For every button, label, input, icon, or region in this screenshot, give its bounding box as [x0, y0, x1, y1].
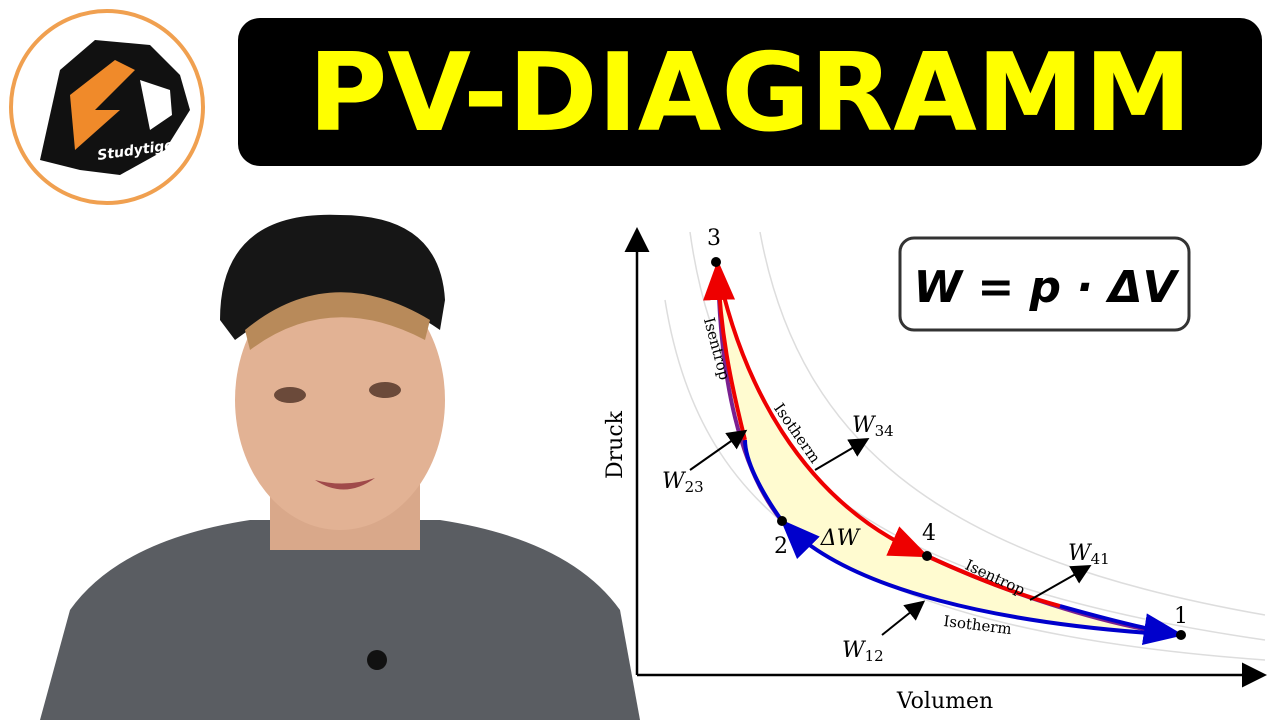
work-main: W	[1068, 541, 1093, 566]
area-label: ΔW	[820, 526, 862, 551]
work-label: W41	[1068, 541, 1110, 568]
work-main: W	[852, 413, 877, 438]
work-label: W12	[842, 638, 884, 665]
work-main: W	[842, 638, 867, 663]
state-points	[711, 257, 1186, 640]
point-label: 4	[922, 521, 936, 546]
work-label: W34	[852, 413, 894, 440]
isentrop-41-start	[926, 554, 1061, 608]
formula: W = p · ΔV	[914, 262, 1180, 313]
point-label: 1	[1174, 604, 1188, 629]
isentrop-23-end	[703, 260, 747, 441]
work-labels: W34 W23 W41 W12	[662, 413, 1110, 665]
isotherm-34	[714, 261, 930, 558]
isotherm-12	[780, 519, 1182, 637]
title-banner	[238, 18, 1262, 166]
y-axis-label: Druck	[603, 410, 628, 479]
work-arrows	[689, 429, 1092, 636]
point-label: 3	[707, 226, 721, 251]
pv-diagram: Druck Volumen 1 2 3 4 Isentrop Isotherm …	[603, 226, 1267, 714]
title: PV-DIAGRAMM	[308, 31, 1191, 156]
work-sub: 34	[875, 422, 894, 440]
work-sub: 41	[1091, 550, 1110, 568]
work-sub: 23	[685, 478, 704, 496]
work-area	[716, 262, 1181, 635]
point-labels: 1 2 3 4	[707, 226, 1188, 629]
work-main: W	[662, 469, 687, 494]
formula-box	[898, 236, 1191, 332]
work-sub: 12	[865, 647, 884, 665]
point-label: 2	[774, 534, 788, 559]
logo: Studytiger	[9, 9, 205, 205]
presenter-photo	[40, 214, 640, 720]
x-axis-label: Volumen	[896, 689, 993, 714]
work-label: W23	[662, 469, 704, 496]
